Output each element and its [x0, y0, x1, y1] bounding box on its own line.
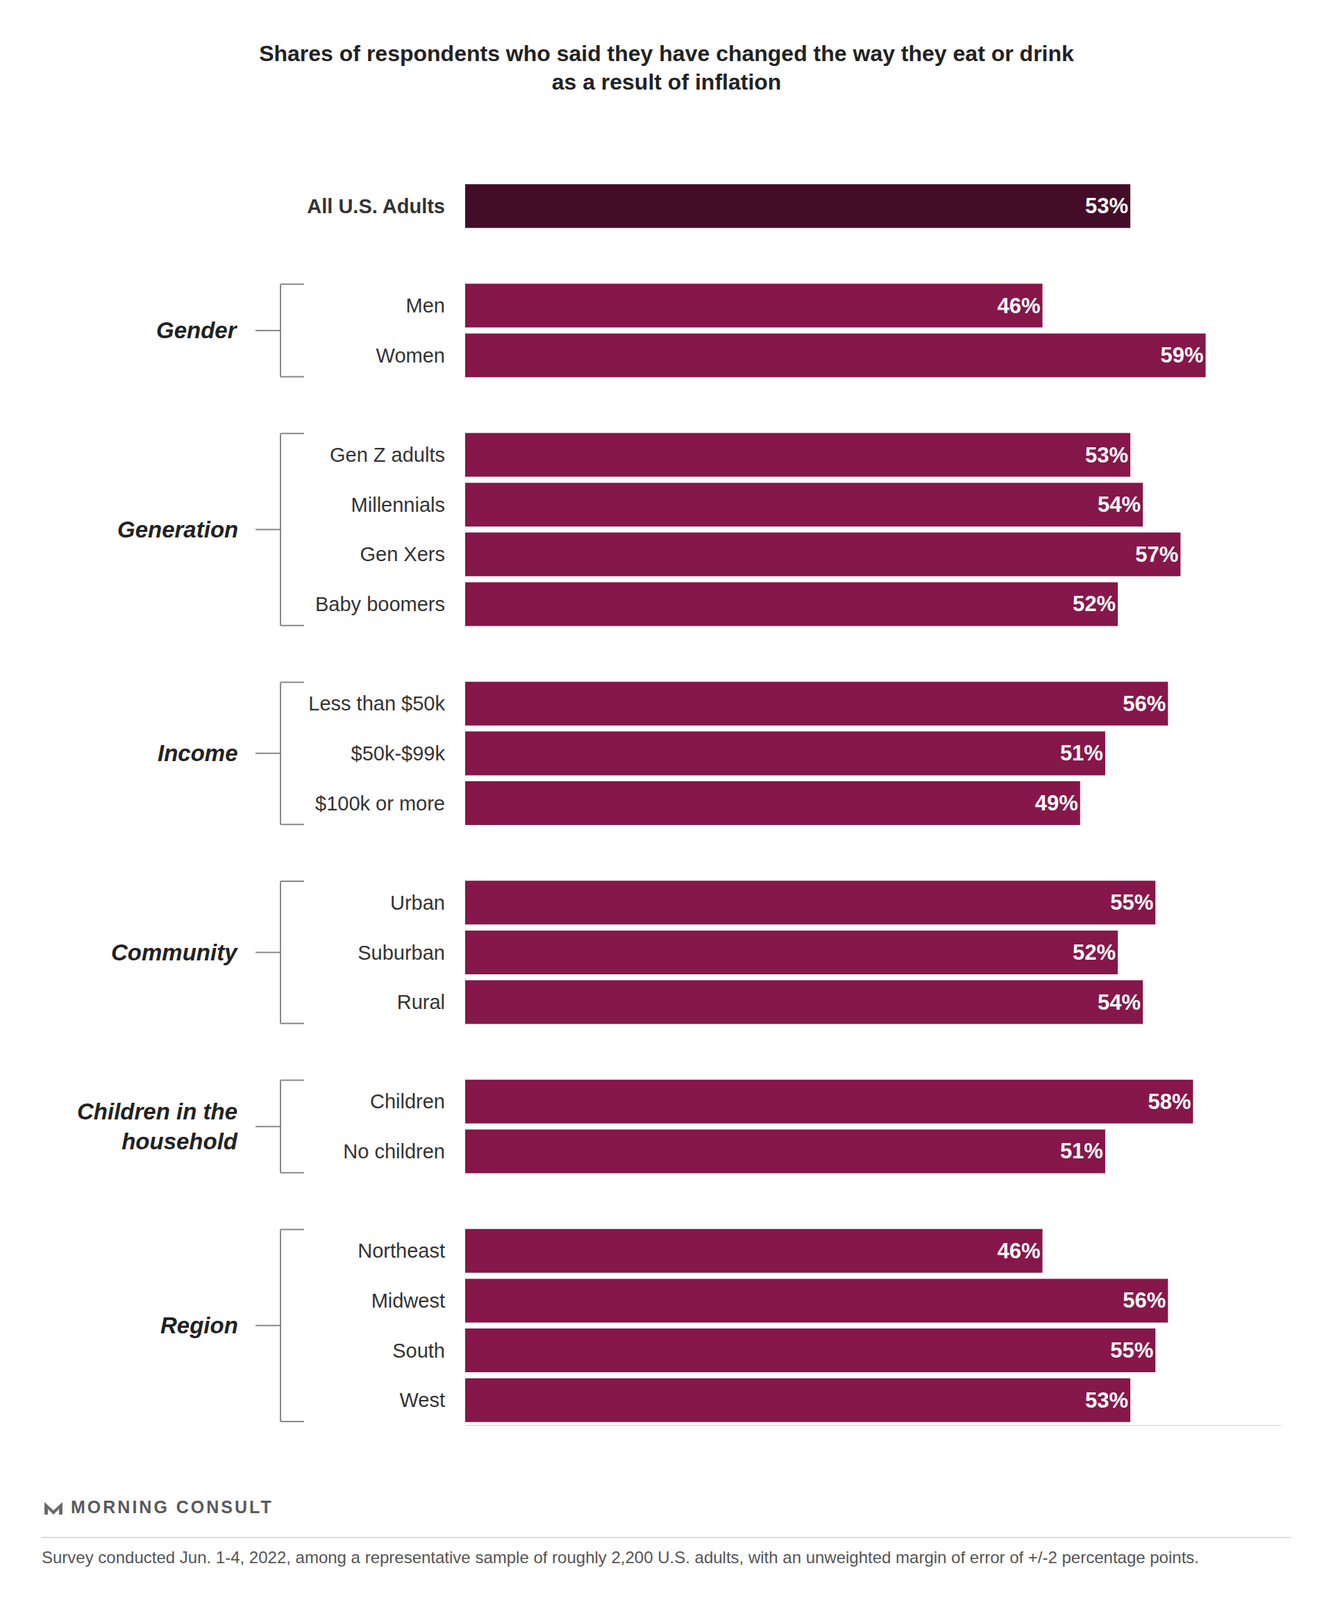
svg-text:No children: No children: [342, 1139, 446, 1163]
svg-text:46%: 46%: [996, 293, 1041, 318]
svg-text:58%: 58%: [1147, 1089, 1191, 1114]
svg-text:Men: Men: [406, 294, 446, 317]
svg-text:54%: 54%: [1097, 990, 1141, 1015]
svg-text:51%: 51%: [1060, 740, 1104, 766]
svg-text:Income: Income: [157, 740, 239, 766]
svg-text:49%: 49%: [1035, 790, 1079, 816]
svg-text:Midwest: Midwest: [371, 1289, 446, 1312]
svg-text:51%: 51%: [1060, 1138, 1104, 1163]
svg-text:55%: 55%: [1110, 890, 1154, 915]
svg-text:46%: 46%: [996, 1238, 1041, 1263]
svg-text:Community: Community: [111, 939, 239, 966]
svg-text:Urban: Urban: [390, 891, 446, 914]
svg-text:Millennials: Millennials: [351, 493, 446, 516]
svg-text:52%: 52%: [1072, 591, 1116, 616]
html-text:Survey conducted Jun. 1-4, 202: Survey conducted Jun. 1-4, 2022, among a…: [41, 1547, 1200, 1567]
html-text:MORNING CONSULT: MORNING CONSULT: [70, 1496, 274, 1517]
svg-text:53%: 53%: [1085, 442, 1129, 468]
svg-text:Generation: Generation: [117, 516, 239, 543]
svg-text:West: West: [399, 1388, 446, 1411]
svg-text:Children in thehousehold: Children in thehousehold: [77, 1098, 239, 1154]
svg-text:Gen Z adults: Gen Z adults: [329, 443, 446, 466]
svg-text:59%: 59%: [1160, 342, 1204, 368]
svg-text:$100k or more: $100k or more: [315, 792, 446, 815]
svg-text:South: South: [392, 1339, 446, 1362]
svg-text:Gender: Gender: [156, 317, 239, 343]
svg-text:53%: 53%: [1085, 1387, 1129, 1413]
svg-text:Women: Women: [376, 344, 446, 367]
svg-text:54%: 54%: [1097, 492, 1141, 517]
svg-text:56%: 56%: [1122, 1287, 1166, 1313]
svg-text:Suburban: Suburban: [357, 941, 446, 964]
svg-text:Region: Region: [160, 1312, 239, 1338]
svg-text:53%: 53%: [1085, 193, 1129, 219]
svg-text:56%: 56%: [1122, 691, 1166, 716]
svg-text:Shares of respondents who said: Shares of respondents who said they have…: [258, 40, 1075, 96]
svg-text:Gen Xers: Gen Xers: [360, 542, 446, 566]
svg-text:Baby boomers: Baby boomers: [315, 592, 446, 616]
svg-text:Children: Children: [370, 1090, 446, 1113]
svg-text:Northeast: Northeast: [357, 1239, 446, 1262]
svg-text:52%: 52%: [1072, 940, 1116, 965]
svg-text:55%: 55%: [1110, 1337, 1154, 1363]
svg-text:Less than $50k: Less than $50k: [308, 692, 446, 715]
svg-text:$50k-$99k: $50k-$99k: [351, 742, 446, 765]
svg-text:Rural: Rural: [397, 990, 446, 1013]
svg-text:57%: 57%: [1135, 542, 1179, 567]
svg-text:All U.S. Adults: All U.S. Adults: [306, 195, 446, 218]
